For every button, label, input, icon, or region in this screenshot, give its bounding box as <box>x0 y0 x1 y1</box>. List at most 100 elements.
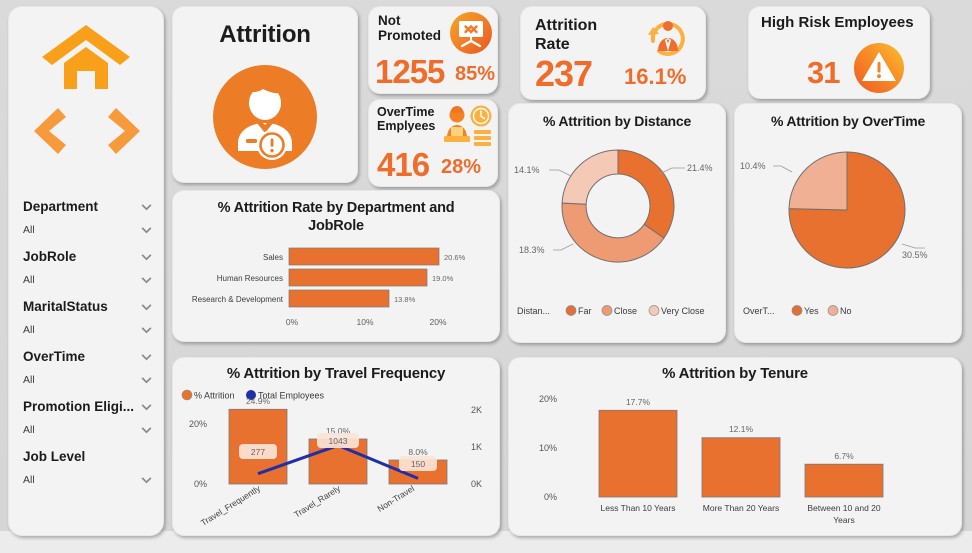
sidebar-slicer-jobrole[interactable]: JobRole All <box>23 249 153 286</box>
kpi-card-overtime-employees: OverTime Emplyees 416 28% <box>368 99 498 187</box>
kpi-label: Not Promoted <box>378 13 442 43</box>
slicer-header[interactable]: OverTime <box>23 349 153 364</box>
chevron-down-icon[interactable] <box>140 300 153 313</box>
chevron-down-icon[interactable] <box>140 350 153 363</box>
pie-slice[interactable] <box>788 151 906 269</box>
tenure-bar-chart[interactable]: 20% 10% 0% 17.7% 12.1% 6.7% Less Than 10… <box>509 385 963 535</box>
chevron-down-icon[interactable] <box>140 250 153 263</box>
slicer-label: Promotion Eligi... <box>23 399 134 414</box>
y-axis-tick: 0% <box>544 492 557 502</box>
bar[interactable] <box>804 463 884 498</box>
x-axis-tick: 0% <box>286 317 299 327</box>
bar-value-label: 13.8% <box>394 295 416 304</box>
slicer-header[interactable]: Promotion Eligi... <box>23 399 153 414</box>
chevron-down-icon[interactable] <box>140 323 153 336</box>
employee-turnover-icon <box>648 21 685 56</box>
chart-title: % Attrition by OverTime <box>770 113 926 129</box>
slicer-header[interactable]: Department <box>23 199 153 214</box>
slicer-value-row[interactable]: All <box>23 323 153 336</box>
slicer-label: Department <box>23 199 99 214</box>
slicer-value: All <box>23 423 35 436</box>
x-axis-category: Travel_Frequently <box>199 483 263 528</box>
x-axis-category: Non-Travel <box>375 483 416 514</box>
x-axis-category: Less Than 10 Years <box>601 503 676 513</box>
x-axis-category: Travel_Rarely <box>292 483 343 520</box>
slicer-value-row[interactable]: All <box>23 373 153 386</box>
slicer-value: All <box>23 323 35 336</box>
chevron-down-icon[interactable] <box>140 423 153 436</box>
travel-combo-chart[interactable]: % Attrition Total Employees 20% 0% 2K 1K… <box>173 384 501 536</box>
x-axis-category: More Than 20 Years <box>703 503 779 513</box>
chevron-down-icon[interactable] <box>140 273 153 286</box>
legend-swatch[interactable] <box>246 390 256 400</box>
slicer-label: OverTime <box>23 349 86 364</box>
chevron-down-icon[interactable] <box>140 200 153 213</box>
distance-donut-chart[interactable]: 21.4% 18.3% 14.1% Distan... Far Close Ve… <box>509 134 727 334</box>
legend-label: Far <box>578 306 592 316</box>
slicer-header[interactable]: MaritalStatus <box>23 299 153 314</box>
bar-category-label: Human Resources <box>217 274 283 283</box>
chart-card-attrition-by-tenure: % Attrition by Tenure 20% 10% 0% 17.7% 1… <box>508 357 962 536</box>
legend-swatch[interactable] <box>827 305 839 316</box>
presentation-x-icon <box>450 12 492 54</box>
chevron-down-icon[interactable] <box>140 223 153 236</box>
donut-slice[interactable] <box>561 149 619 205</box>
bar-value-label: 17.7% <box>626 397 651 407</box>
bar-value-label: 8.0% <box>408 447 428 457</box>
bar[interactable] <box>288 268 428 287</box>
sidebar-slicer-maritalstatus[interactable]: MaritalStatus All <box>23 299 153 336</box>
legend-label: Yes <box>804 306 819 316</box>
slice-value-label: 18.3% <box>519 245 545 255</box>
bar-value-label: 24.9% <box>246 396 271 406</box>
slicer-value-row[interactable]: All <box>23 273 153 286</box>
kpi-secondary-value: 85% <box>455 63 496 85</box>
sidebar-slicer-job-level[interactable]: Job Level All <box>23 449 153 486</box>
slicer-value-row[interactable]: All <box>23 223 153 236</box>
worker-clock-icon <box>444 105 492 146</box>
bar-value-label: 6.7% <box>834 451 854 461</box>
slicer-label: JobRole <box>23 249 77 264</box>
x-axis-tick: 10% <box>356 317 373 327</box>
overtime-pie-chart[interactable]: 30.5% 10.4% OverT... Yes No <box>735 134 963 334</box>
sidebar-slicer-promotion-eligibility[interactable]: Promotion Eligi... All <box>23 399 153 436</box>
bar[interactable] <box>598 409 678 498</box>
legend-label: No <box>840 306 852 316</box>
chevron-right-icon[interactable] <box>103 103 149 157</box>
kpi-label-line2: Promoted <box>378 27 442 43</box>
pie-slice[interactable] <box>788 151 848 211</box>
chart-title: % Attrition by Tenure <box>662 365 808 382</box>
department-bar-chart[interactable]: Sales Human Resources Research & Develop… <box>173 239 501 339</box>
slicer-value: All <box>23 223 35 236</box>
legend-swatch[interactable] <box>181 389 193 401</box>
chevron-down-icon[interactable] <box>140 373 153 386</box>
home-icon[interactable] <box>38 21 134 93</box>
chevron-left-icon[interactable] <box>25 103 71 157</box>
slicer-value-row[interactable]: All <box>23 473 153 486</box>
kpi-label: High Risk Employees <box>761 14 914 31</box>
slicer-header[interactable]: Job Level <box>23 449 153 464</box>
line-value-label: 1043 <box>317 433 359 448</box>
chevron-down-icon[interactable] <box>140 473 153 486</box>
legend-title: OverT... <box>743 306 775 316</box>
donut-slice[interactable] <box>617 149 675 239</box>
sidebar-slicer-overtime[interactable]: OverTime All <box>23 349 153 386</box>
sidebar-slicer-department[interactable]: Department All <box>23 199 153 236</box>
legend-swatch[interactable] <box>601 305 613 316</box>
bar[interactable] <box>288 247 440 266</box>
kpi-secondary-value: 16.1% <box>624 64 687 89</box>
svg-text:1043: 1043 <box>329 436 348 446</box>
slicer-value-row[interactable]: All <box>23 423 153 436</box>
bar[interactable] <box>288 289 390 308</box>
legend-swatch[interactable] <box>791 305 803 316</box>
bar-value-label: 19.0% <box>432 274 454 283</box>
legend-swatch[interactable] <box>565 305 577 316</box>
legend-swatch[interactable] <box>648 305 660 316</box>
donut-slice[interactable] <box>561 202 665 263</box>
slicer-value: All <box>23 273 35 286</box>
y2-axis-tick: 1K <box>471 442 482 452</box>
chevron-down-icon[interactable] <box>140 400 153 413</box>
bar[interactable] <box>701 437 781 498</box>
y-axis-tick: 20% <box>539 394 557 404</box>
bar-value-label: 20.6% <box>444 253 466 262</box>
slicer-header[interactable]: JobRole <box>23 249 153 264</box>
